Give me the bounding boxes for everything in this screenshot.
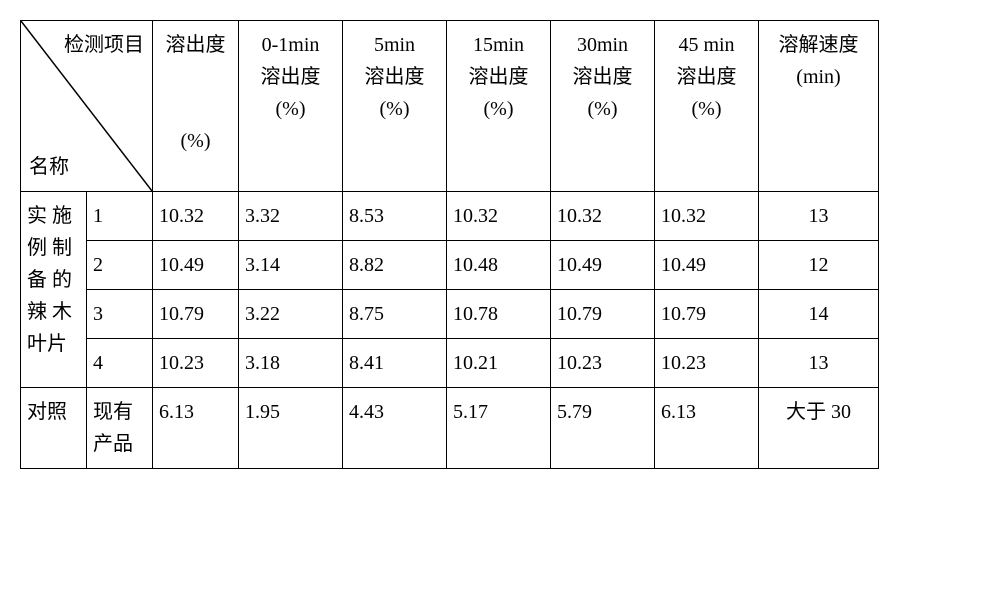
col-header-text: 溶出度 [573,66,633,88]
col-header-text: (%) [276,98,306,120]
cell: 5.17 [447,388,551,469]
cell: 6.13 [655,388,759,469]
cell: 1.95 [239,388,343,469]
row-group-experiment: 实 施例 制备 的辣 木叶片 [21,192,87,388]
row-group-control: 对照 [21,388,87,469]
col-header-text: 溶出度 [677,66,737,88]
cell: 8.41 [343,339,447,388]
row-label: 2 [87,241,153,290]
cell: 8.82 [343,241,447,290]
header-diagonal-cell: 检测项目 名称 [21,21,153,192]
cell: 10.23 [551,339,655,388]
header-diag-top: 检测项目 [64,29,144,61]
cell: 13 [759,339,879,388]
cell: 5.79 [551,388,655,469]
data-table: 检测项目 名称 溶出度 (%) 0-1min 溶出度 (%) 5min 溶出度 … [20,20,879,469]
col-header-text: 45 min [678,34,734,56]
table-row: 2 10.49 3.14 8.82 10.48 10.49 10.49 12 [21,241,879,290]
col-header-0-1min: 0-1min 溶出度 (%) [239,21,343,192]
cell: 10.49 [551,241,655,290]
row-label: 3 [87,290,153,339]
col-header-dissolution: 溶出度 (%) [153,21,239,192]
col-header-45min: 45 min 溶出度 (%) [655,21,759,192]
cell: 13 [759,192,879,241]
col-header-text: 溶出度 [166,34,226,56]
cell: 10.49 [153,241,239,290]
col-header-text: (%) [380,98,410,120]
row-label: 现有产品 [87,388,153,469]
col-header-speed: 溶解速度 (min) [759,21,879,192]
row-label: 4 [87,339,153,388]
table-row: 实 施例 制备 的辣 木叶片 1 10.32 3.32 8.53 10.32 1… [21,192,879,241]
cell: 10.79 [153,290,239,339]
col-header-15min: 15min 溶出度 (%) [447,21,551,192]
cell: 10.32 [551,192,655,241]
col-header-text: 溶出度 [365,66,425,88]
col-header-text: (%) [484,98,514,120]
cell: 10.78 [447,290,551,339]
cell: 10.49 [655,241,759,290]
cell: 10.23 [153,339,239,388]
table-row: 对照 现有产品 6.13 1.95 4.43 5.17 5.79 6.13 大于… [21,388,879,469]
cell: 3.14 [239,241,343,290]
col-header-text: (%) [692,98,722,120]
col-header-5min: 5min 溶出度 (%) [343,21,447,192]
cell: 大于 30 [759,388,879,469]
cell: 10.23 [655,339,759,388]
cell: 10.79 [551,290,655,339]
col-header-text: 溶解速度 [779,34,859,56]
col-header-text: 0-1min [262,34,320,56]
cell: 3.18 [239,339,343,388]
cell: 8.75 [343,290,447,339]
col-header-text: 30min [577,34,628,56]
col-header-30min: 30min 溶出度 (%) [551,21,655,192]
cell: 10.79 [655,290,759,339]
col-header-text: (min) [796,66,840,88]
cell: 14 [759,290,879,339]
table-row: 4 10.23 3.18 8.41 10.21 10.23 10.23 13 [21,339,879,388]
header-diag-bottom: 名称 [29,151,69,183]
cell: 8.53 [343,192,447,241]
col-header-text: (%) [588,98,618,120]
cell: 12 [759,241,879,290]
col-header-text: 5min [374,34,415,56]
cell: 10.21 [447,339,551,388]
cell: 10.32 [655,192,759,241]
cell: 10.48 [447,241,551,290]
cell: 6.13 [153,388,239,469]
cell: 3.22 [239,290,343,339]
cell: 4.43 [343,388,447,469]
col-header-text: 15min [473,34,524,56]
header-row: 检测项目 名称 溶出度 (%) 0-1min 溶出度 (%) 5min 溶出度 … [21,21,879,192]
col-header-text: 溶出度 [469,66,529,88]
row-label: 1 [87,192,153,241]
cell: 10.32 [447,192,551,241]
cell: 10.32 [153,192,239,241]
table-row: 3 10.79 3.22 8.75 10.78 10.79 10.79 14 [21,290,879,339]
cell: 3.32 [239,192,343,241]
col-header-text: 溶出度 [261,66,321,88]
col-header-text: (%) [181,130,211,152]
